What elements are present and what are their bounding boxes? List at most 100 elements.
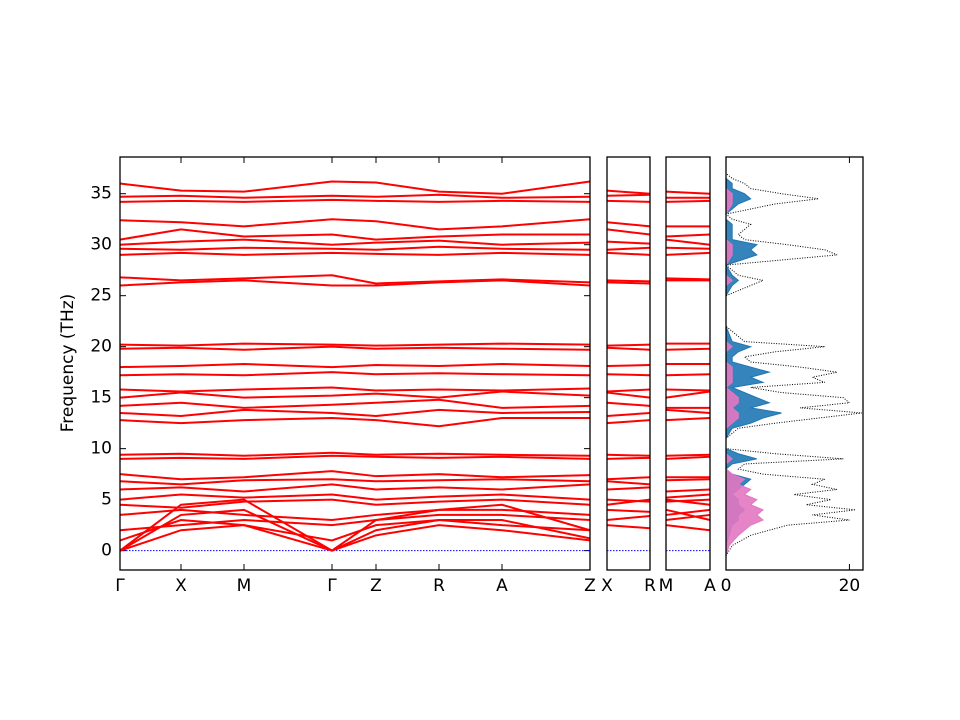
band (665, 246, 711, 250)
band (119, 508, 591, 522)
band (665, 190, 711, 195)
x-tick-label: R (644, 576, 656, 596)
band (606, 498, 651, 503)
band (665, 508, 711, 522)
band (665, 493, 711, 499)
x-tick-label: 20 (839, 576, 861, 596)
band (119, 513, 591, 532)
band (119, 493, 591, 501)
band (665, 508, 711, 516)
band (606, 524, 651, 530)
band (119, 454, 591, 460)
band (119, 228, 590, 241)
band (606, 514, 651, 522)
band (606, 419, 651, 425)
band (606, 199, 651, 203)
band (119, 180, 591, 195)
band (606, 281, 651, 285)
band (119, 508, 591, 552)
band (119, 498, 591, 552)
band (606, 388, 651, 393)
band (119, 483, 591, 493)
band (606, 228, 651, 236)
band (119, 519, 591, 542)
band (606, 346, 651, 351)
band (119, 398, 591, 409)
band (119, 470, 591, 481)
band (119, 198, 591, 203)
x-tick-label: R (433, 576, 445, 596)
band (119, 245, 591, 251)
band (606, 240, 651, 245)
y-axis-label: Frequency (THz) (58, 294, 78, 433)
x-tick-label: A (496, 576, 508, 596)
band (665, 347, 711, 351)
x-tick-label: Γ (327, 576, 337, 596)
band (665, 277, 711, 281)
band (606, 456, 651, 460)
band (665, 233, 711, 238)
band (665, 478, 711, 482)
panel-frame (606, 156, 651, 571)
band (606, 480, 651, 486)
band (606, 401, 651, 407)
band (119, 251, 591, 256)
band (665, 251, 711, 256)
band (119, 498, 591, 509)
x-tick-label: Z (584, 576, 596, 596)
band (119, 408, 591, 418)
band (119, 371, 591, 377)
band (119, 274, 591, 285)
band (119, 386, 591, 393)
total-dos (724, 172, 862, 556)
band (665, 524, 711, 532)
band (665, 373, 711, 377)
x-tick-label: 0 (721, 576, 732, 596)
band (606, 279, 651, 283)
x-tick-label: X (175, 576, 187, 596)
band (606, 193, 651, 197)
band (665, 498, 711, 503)
x-tick-label: X (601, 576, 613, 596)
band (606, 508, 651, 513)
y-tick-label: 15 (90, 388, 112, 408)
y-tick-label: 30 (90, 235, 112, 255)
band (665, 199, 711, 203)
band (665, 408, 711, 414)
band (606, 221, 651, 228)
band (606, 189, 651, 195)
band (119, 193, 591, 199)
panel-frame (665, 156, 711, 571)
band (119, 417, 590, 428)
y-tick-label: 10 (90, 439, 112, 459)
band (665, 513, 711, 522)
band (606, 251, 651, 256)
y-tick-label: 25 (90, 286, 112, 306)
band (665, 238, 711, 246)
x-tick-label: Γ (115, 576, 125, 596)
band (606, 453, 651, 457)
band (119, 524, 591, 552)
x-tick-label: Z (370, 576, 382, 596)
band (606, 391, 651, 399)
panel-frame (119, 156, 591, 571)
band (665, 388, 711, 392)
y-tick-label: 35 (90, 184, 112, 204)
band (119, 345, 591, 351)
y-tick-label: 20 (90, 337, 112, 357)
band (665, 453, 711, 457)
band (606, 411, 651, 418)
band (665, 455, 711, 460)
band (606, 246, 651, 251)
band (119, 238, 591, 246)
band (665, 390, 711, 399)
band (119, 390, 591, 399)
panel-frame (725, 156, 864, 571)
band (606, 486, 651, 491)
band (606, 476, 651, 481)
y-tick-label: 0 (101, 541, 112, 561)
band (665, 417, 711, 422)
band (606, 373, 651, 377)
band (665, 488, 711, 493)
